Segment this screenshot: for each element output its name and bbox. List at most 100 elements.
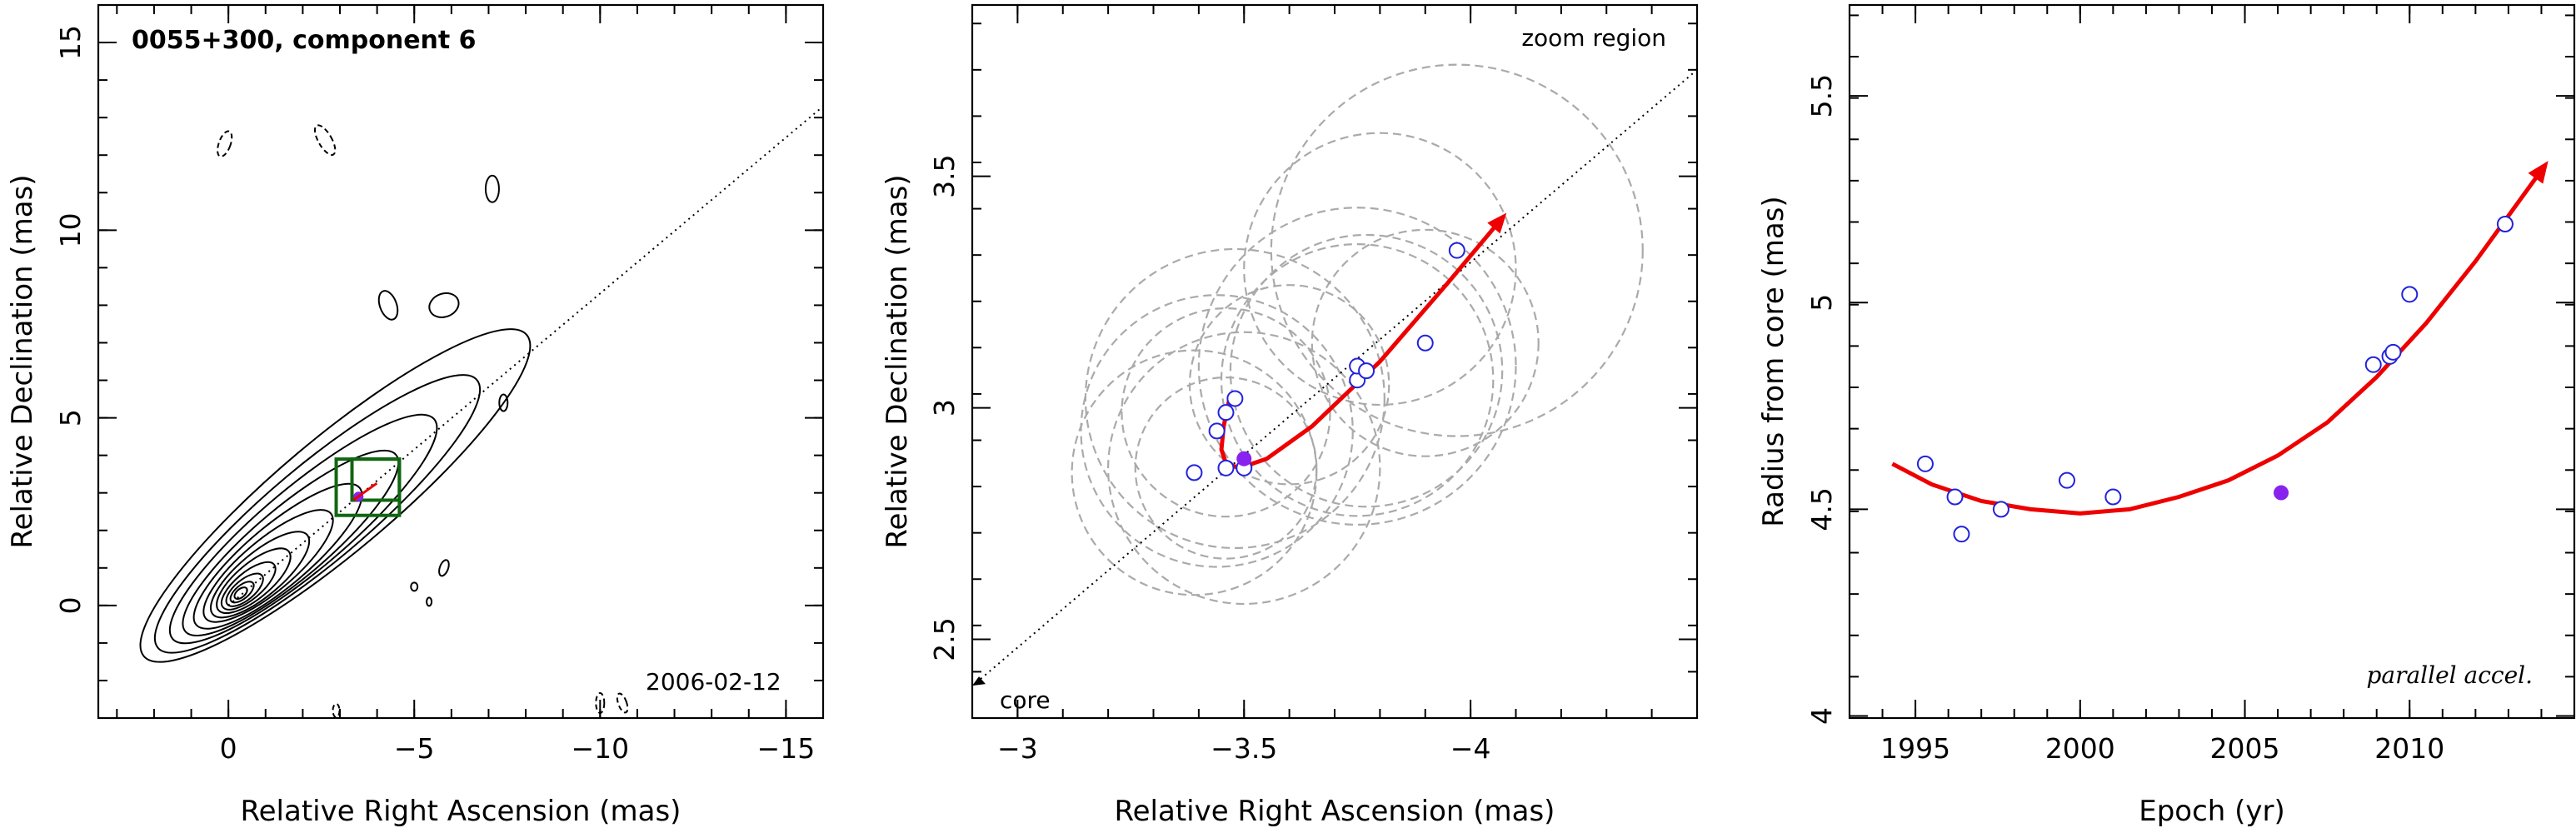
x-tick-label: 1995 — [1880, 732, 1950, 765]
contour-line — [139, 328, 532, 663]
negative-contour — [332, 702, 341, 718]
y-tick-label: 5 — [54, 409, 87, 426]
x-tick-label: −4 — [1450, 732, 1491, 765]
data-point — [1953, 526, 1970, 543]
y-tick-label: 3.5 — [928, 154, 961, 197]
data-point — [1992, 501, 2009, 518]
negative-contour — [313, 124, 337, 156]
contour-line — [192, 482, 363, 630]
error-circle — [1107, 331, 1381, 606]
error-circle — [1134, 376, 1318, 560]
jet-contours — [139, 124, 629, 718]
data-point — [2401, 286, 2419, 303]
contour-blob — [498, 393, 509, 412]
panel-contour-map: 0 −5 −10 −15 0 5 10 15 0055+300, component 6 20… — [6, 3, 825, 828]
error-circle — [1220, 243, 1495, 517]
negative-contour — [616, 692, 629, 714]
x-tick-label: −3 — [997, 732, 1038, 765]
data-point-filled — [1236, 451, 1252, 466]
data-point — [2496, 216, 2514, 233]
contour-line — [225, 572, 264, 607]
y-tick-label: 5 — [1805, 294, 1838, 312]
x-tick-label: −3.5 — [1211, 732, 1277, 765]
panel1-epoch-label: 2006-02-12 — [646, 668, 781, 696]
panel-radius-vs-epoch: 1995 2000 2005 2010 4 4.5 5 5.5 parallel accel.… — [1757, 3, 2576, 828]
contour-blob — [410, 581, 419, 592]
y-tick-label: 3 — [928, 399, 961, 416]
component-track — [352, 481, 378, 501]
data-point-filled — [2274, 485, 2289, 501]
data-point — [2364, 356, 2382, 373]
negative-contour — [217, 130, 233, 157]
error-circle — [1270, 63, 1644, 437]
contour-line — [153, 374, 482, 654]
y-tick-label: 10 — [54, 212, 87, 247]
x-tick-label: 2010 — [2374, 732, 2444, 765]
contour-line — [216, 547, 292, 615]
data-point — [1358, 362, 1375, 380]
x-tick-label: −5 — [394, 732, 435, 765]
data-point — [1916, 455, 1934, 472]
panel-zoom-region: −3 −3.5 −4 2.5 3 3.5 zoom region core Relativ… — [881, 3, 1699, 828]
trajectory-fit-line — [1219, 217, 1505, 471]
y-tick-label: 4 — [1805, 707, 1838, 725]
data-point — [1217, 459, 1235, 476]
y-tick-label: 15 — [54, 25, 87, 60]
core-label: core — [1000, 686, 1051, 714]
y-tick-label: 0 — [54, 596, 87, 614]
data-point — [1217, 404, 1235, 421]
error-circles — [1071, 63, 1644, 606]
error-circle — [1084, 247, 1385, 550]
component-marker — [352, 481, 378, 502]
y-tick-label: 5.5 — [1805, 74, 1838, 117]
fit-arrowhead — [2528, 161, 2549, 184]
data-point — [2384, 343, 2402, 361]
contour-blob — [438, 559, 450, 577]
contour-line — [182, 449, 400, 636]
contour-line — [202, 509, 334, 623]
acceleration-fit-curve — [1891, 169, 2544, 516]
panel3-frame — [1848, 3, 2576, 720]
jet-position-angle-line — [227, 105, 824, 606]
panel1-frame — [97, 3, 825, 720]
data-point — [1226, 390, 1244, 407]
component-positions — [1186, 242, 1465, 481]
panel1-x-axis-label: Relative Right Ascension (mas) — [241, 795, 681, 828]
x-tick-label: −15 — [757, 732, 816, 765]
trajectory-arrowhead — [1487, 212, 1507, 234]
panel2-x-axis-label: Relative Right Ascension (mas) — [1115, 795, 1555, 828]
x-tick-label: 0 — [220, 732, 237, 765]
contour-line — [168, 413, 438, 645]
x-tick-label: 2000 — [2045, 732, 2115, 765]
data-point — [1208, 422, 1226, 440]
contour-blob — [426, 596, 433, 607]
zoom-region-box-inner — [350, 457, 402, 502]
contour-line — [220, 561, 277, 611]
contour-blob — [484, 174, 500, 203]
data-point — [1448, 242, 1465, 259]
contour-blob — [377, 290, 399, 321]
data-point — [1946, 488, 1964, 506]
y-tick-label: 4.5 — [1805, 487, 1838, 531]
contour-line — [233, 586, 248, 600]
x-tick-label: 2005 — [2210, 732, 2280, 765]
data-point — [1186, 464, 1203, 481]
panel1-y-axis-label: Relative Declination (mas) — [6, 174, 39, 548]
error-circle — [1188, 284, 1390, 486]
negative-contour — [595, 691, 606, 714]
panel2-y-axis-label: Relative Declination (mas) — [881, 174, 914, 548]
parallel-accel-label: parallel accel. — [2366, 661, 2533, 689]
panel3-y-axis-label: Radius from core (mas) — [1757, 196, 1790, 526]
data-point — [2104, 488, 2122, 506]
data-point — [1416, 334, 1434, 352]
panel1-title: 0055+300, component 6 — [132, 26, 477, 55]
radius-points — [1916, 216, 2514, 543]
data-point — [2059, 471, 2075, 489]
contour-line — [209, 531, 311, 619]
contour-blob — [428, 292, 460, 318]
error-circle — [1243, 132, 1517, 407]
zoom-region-label: zoom region — [1521, 24, 1666, 52]
error-circle — [1310, 228, 1540, 457]
core-direction-arrow — [972, 676, 986, 686]
